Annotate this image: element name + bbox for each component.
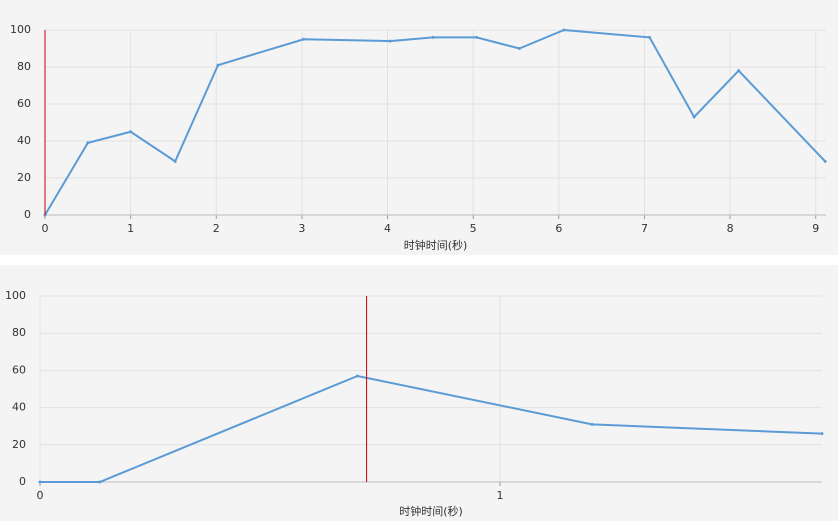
data-point bbox=[562, 28, 566, 32]
y-tick-label: 60 bbox=[12, 363, 26, 376]
data-point bbox=[692, 115, 696, 119]
x-tick-label: 1 bbox=[497, 489, 504, 502]
x-tick-label: 8 bbox=[727, 222, 734, 235]
x-axis-label: 时钟时间(秒) bbox=[399, 504, 463, 518]
y-tick-label: 20 bbox=[12, 438, 26, 451]
x-tick-label: 9 bbox=[812, 222, 819, 235]
y-tick-label: 40 bbox=[12, 401, 26, 414]
data-point bbox=[431, 35, 435, 39]
y-tick-label: 20 bbox=[17, 171, 31, 184]
x-tick-label: 0 bbox=[37, 489, 44, 502]
data-point bbox=[517, 47, 521, 50]
data-point bbox=[98, 480, 102, 484]
data-point bbox=[216, 63, 220, 67]
x-tick-label: 3 bbox=[298, 222, 305, 235]
data-point bbox=[86, 141, 90, 145]
y-tick-label: 0 bbox=[19, 475, 26, 488]
x-tick-label: 7 bbox=[641, 222, 648, 235]
y-tick-label: 100 bbox=[5, 289, 26, 302]
y-tick-label: 0 bbox=[24, 208, 31, 221]
data-point bbox=[820, 432, 824, 436]
y-tick-label: 80 bbox=[12, 326, 26, 339]
y-tick-label: 100 bbox=[10, 23, 31, 36]
y-tick-label: 80 bbox=[17, 60, 31, 73]
data-point bbox=[388, 39, 392, 43]
y-tick-label: 40 bbox=[17, 134, 31, 147]
x-tick-label: 6 bbox=[555, 222, 562, 235]
data-point bbox=[173, 159, 177, 163]
x-tick-label: 5 bbox=[470, 222, 477, 235]
data-point bbox=[823, 159, 827, 163]
data-point bbox=[590, 422, 594, 426]
data-point bbox=[737, 69, 741, 73]
x-tick-label: 4 bbox=[384, 222, 391, 235]
data-point bbox=[129, 130, 133, 134]
data-point bbox=[38, 480, 42, 484]
panel-background bbox=[0, 0, 838, 255]
data-point bbox=[355, 374, 359, 378]
x-axis-label: 时钟时间(秒) bbox=[404, 238, 468, 252]
x-tick-label: 2 bbox=[213, 222, 220, 235]
data-point bbox=[648, 35, 652, 39]
x-tick-label: 0 bbox=[42, 222, 49, 235]
y-tick-label: 60 bbox=[17, 97, 31, 110]
data-point bbox=[475, 35, 479, 39]
x-tick-label: 1 bbox=[127, 222, 134, 235]
panel-background bbox=[0, 265, 838, 521]
data-point bbox=[302, 37, 306, 41]
